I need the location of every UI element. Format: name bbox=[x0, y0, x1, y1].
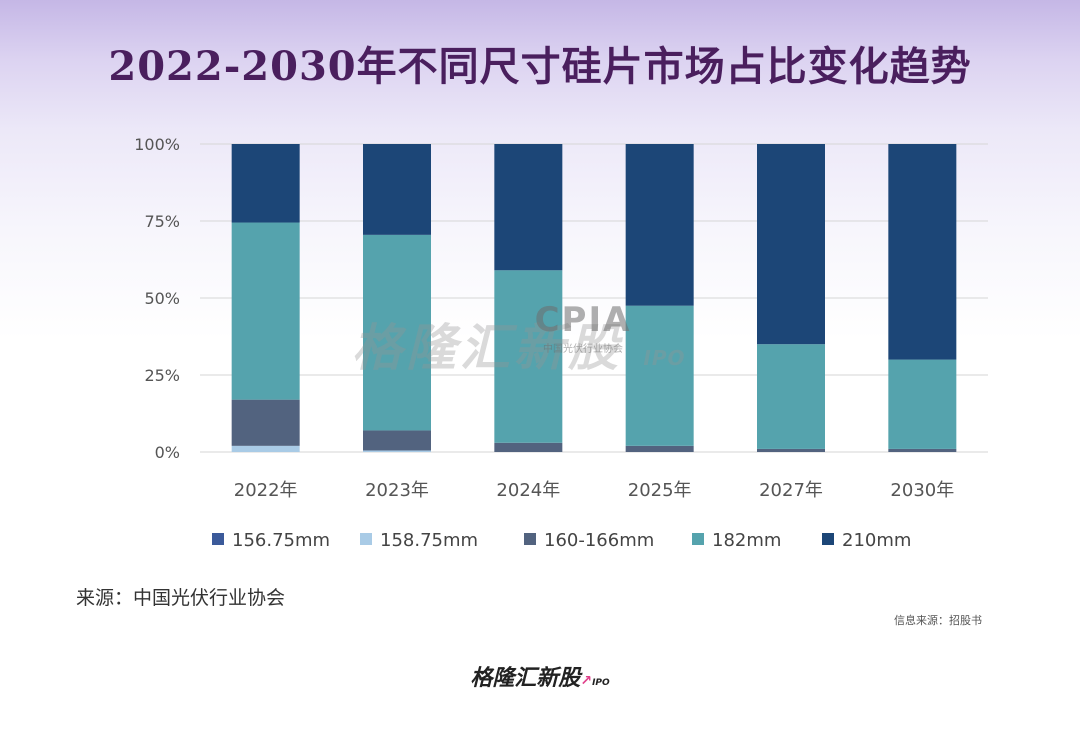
footer-logo: 格隆汇新股↗IPO bbox=[0, 660, 1080, 692]
info-source: 信息来源：招股书 bbox=[894, 614, 982, 627]
legend-swatch bbox=[524, 533, 536, 545]
x-tick-label: 2024年 bbox=[496, 480, 560, 501]
bar-segment bbox=[363, 144, 431, 235]
legend-label: 158.75mm bbox=[380, 530, 478, 551]
bar-segment bbox=[363, 430, 431, 451]
source-note: 来源：中国光伏行业协会 bbox=[76, 587, 286, 609]
bar-segment bbox=[888, 359, 957, 449]
cpia-logo: CPIA 中国光伏行业协会 bbox=[508, 300, 658, 355]
bar-segment bbox=[231, 222, 300, 400]
x-tick-label: 2022年 bbox=[234, 480, 298, 501]
legend-swatch bbox=[212, 533, 224, 545]
cpia-name: 中国光伏行业协会 bbox=[543, 344, 623, 355]
bar-segment bbox=[757, 344, 825, 449]
watermark-text: 格隆汇新股 bbox=[352, 319, 622, 377]
bar-segment bbox=[757, 448, 825, 452]
watermark-ipo: IPO bbox=[643, 346, 686, 370]
bar-segment bbox=[625, 445, 694, 452]
footer-arrow-icon: ↗ bbox=[580, 673, 593, 689]
bar-segment bbox=[494, 270, 563, 443]
x-tick-label: 2025年 bbox=[628, 480, 692, 501]
bar-segment bbox=[231, 399, 300, 446]
y-tick-label: 100% bbox=[134, 135, 180, 154]
bar-segment bbox=[757, 144, 825, 345]
watermark: 格隆汇新股 IPO bbox=[352, 308, 686, 380]
footer-logo-text: 格隆汇新股 bbox=[470, 666, 581, 691]
bar-segment bbox=[231, 445, 300, 452]
legend-label: 156.75mm bbox=[232, 530, 330, 551]
legend-swatch bbox=[360, 533, 372, 545]
page-title: 2022-2030年不同尺寸硅片市场占比变化趋势 bbox=[108, 43, 972, 90]
legend-label: 160-166mm bbox=[544, 530, 654, 551]
y-tick-label: 0% bbox=[155, 443, 180, 462]
x-tick-label: 2030年 bbox=[890, 480, 954, 501]
y-tick-label: 25% bbox=[144, 366, 180, 385]
y-tick-label: 50% bbox=[144, 289, 180, 308]
legend-label: 210mm bbox=[842, 530, 911, 551]
bar-segment bbox=[625, 144, 694, 306]
legend-label: 182mm bbox=[712, 530, 781, 551]
x-tick-label: 2027年 bbox=[759, 480, 823, 501]
cpia-mark: CPIA bbox=[534, 300, 632, 340]
legend-swatch bbox=[822, 533, 834, 545]
bar-segment bbox=[494, 442, 563, 452]
bar-segment bbox=[494, 144, 563, 271]
legend-swatch bbox=[692, 533, 704, 545]
bar-segment bbox=[888, 448, 957, 452]
y-tick-label: 75% bbox=[144, 212, 180, 231]
bar-segment bbox=[363, 450, 431, 452]
bar-segment bbox=[888, 144, 957, 360]
footer-logo-ipo: IPO bbox=[592, 678, 610, 688]
x-tick-label: 2023年 bbox=[365, 480, 429, 501]
bar-segment bbox=[363, 234, 431, 431]
bar-segment bbox=[625, 305, 694, 446]
bar-segment bbox=[231, 144, 300, 223]
